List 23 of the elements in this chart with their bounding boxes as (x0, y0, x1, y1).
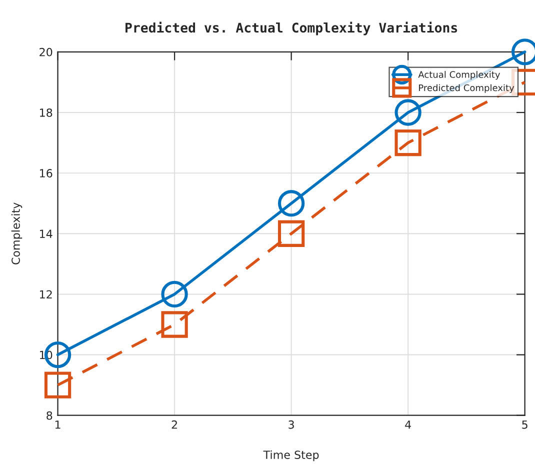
x-tick-label: 4 (405, 420, 411, 429)
point (161, 280, 188, 308)
chart-title: Predicted vs. Actual Complexity Variations (126, 22, 458, 36)
x-axis-title: Time Step (263, 450, 319, 462)
x-tick-label: 5 (522, 420, 528, 429)
point (278, 190, 305, 217)
point (394, 129, 422, 156)
legend-label: Actual Complexity (418, 70, 500, 80)
y-tick-label: 8 (46, 411, 52, 420)
y-tick-label: 16 (40, 169, 52, 178)
y-tick-label: 12 (40, 290, 52, 298)
x-tick-label: 3 (288, 420, 294, 429)
y-tick-label: 14 (40, 230, 52, 238)
y-axis-title: Complexity (11, 202, 22, 264)
point (44, 372, 72, 398)
point (278, 220, 305, 247)
x-tick-label: 2 (172, 420, 177, 429)
point (394, 99, 422, 126)
x-tick-label: 1 (55, 420, 60, 429)
y-tick-label: 20 (40, 48, 52, 56)
point (161, 311, 188, 338)
y-tick-label: 18 (40, 108, 52, 117)
legend-label: Predicted Complexity (419, 84, 514, 93)
